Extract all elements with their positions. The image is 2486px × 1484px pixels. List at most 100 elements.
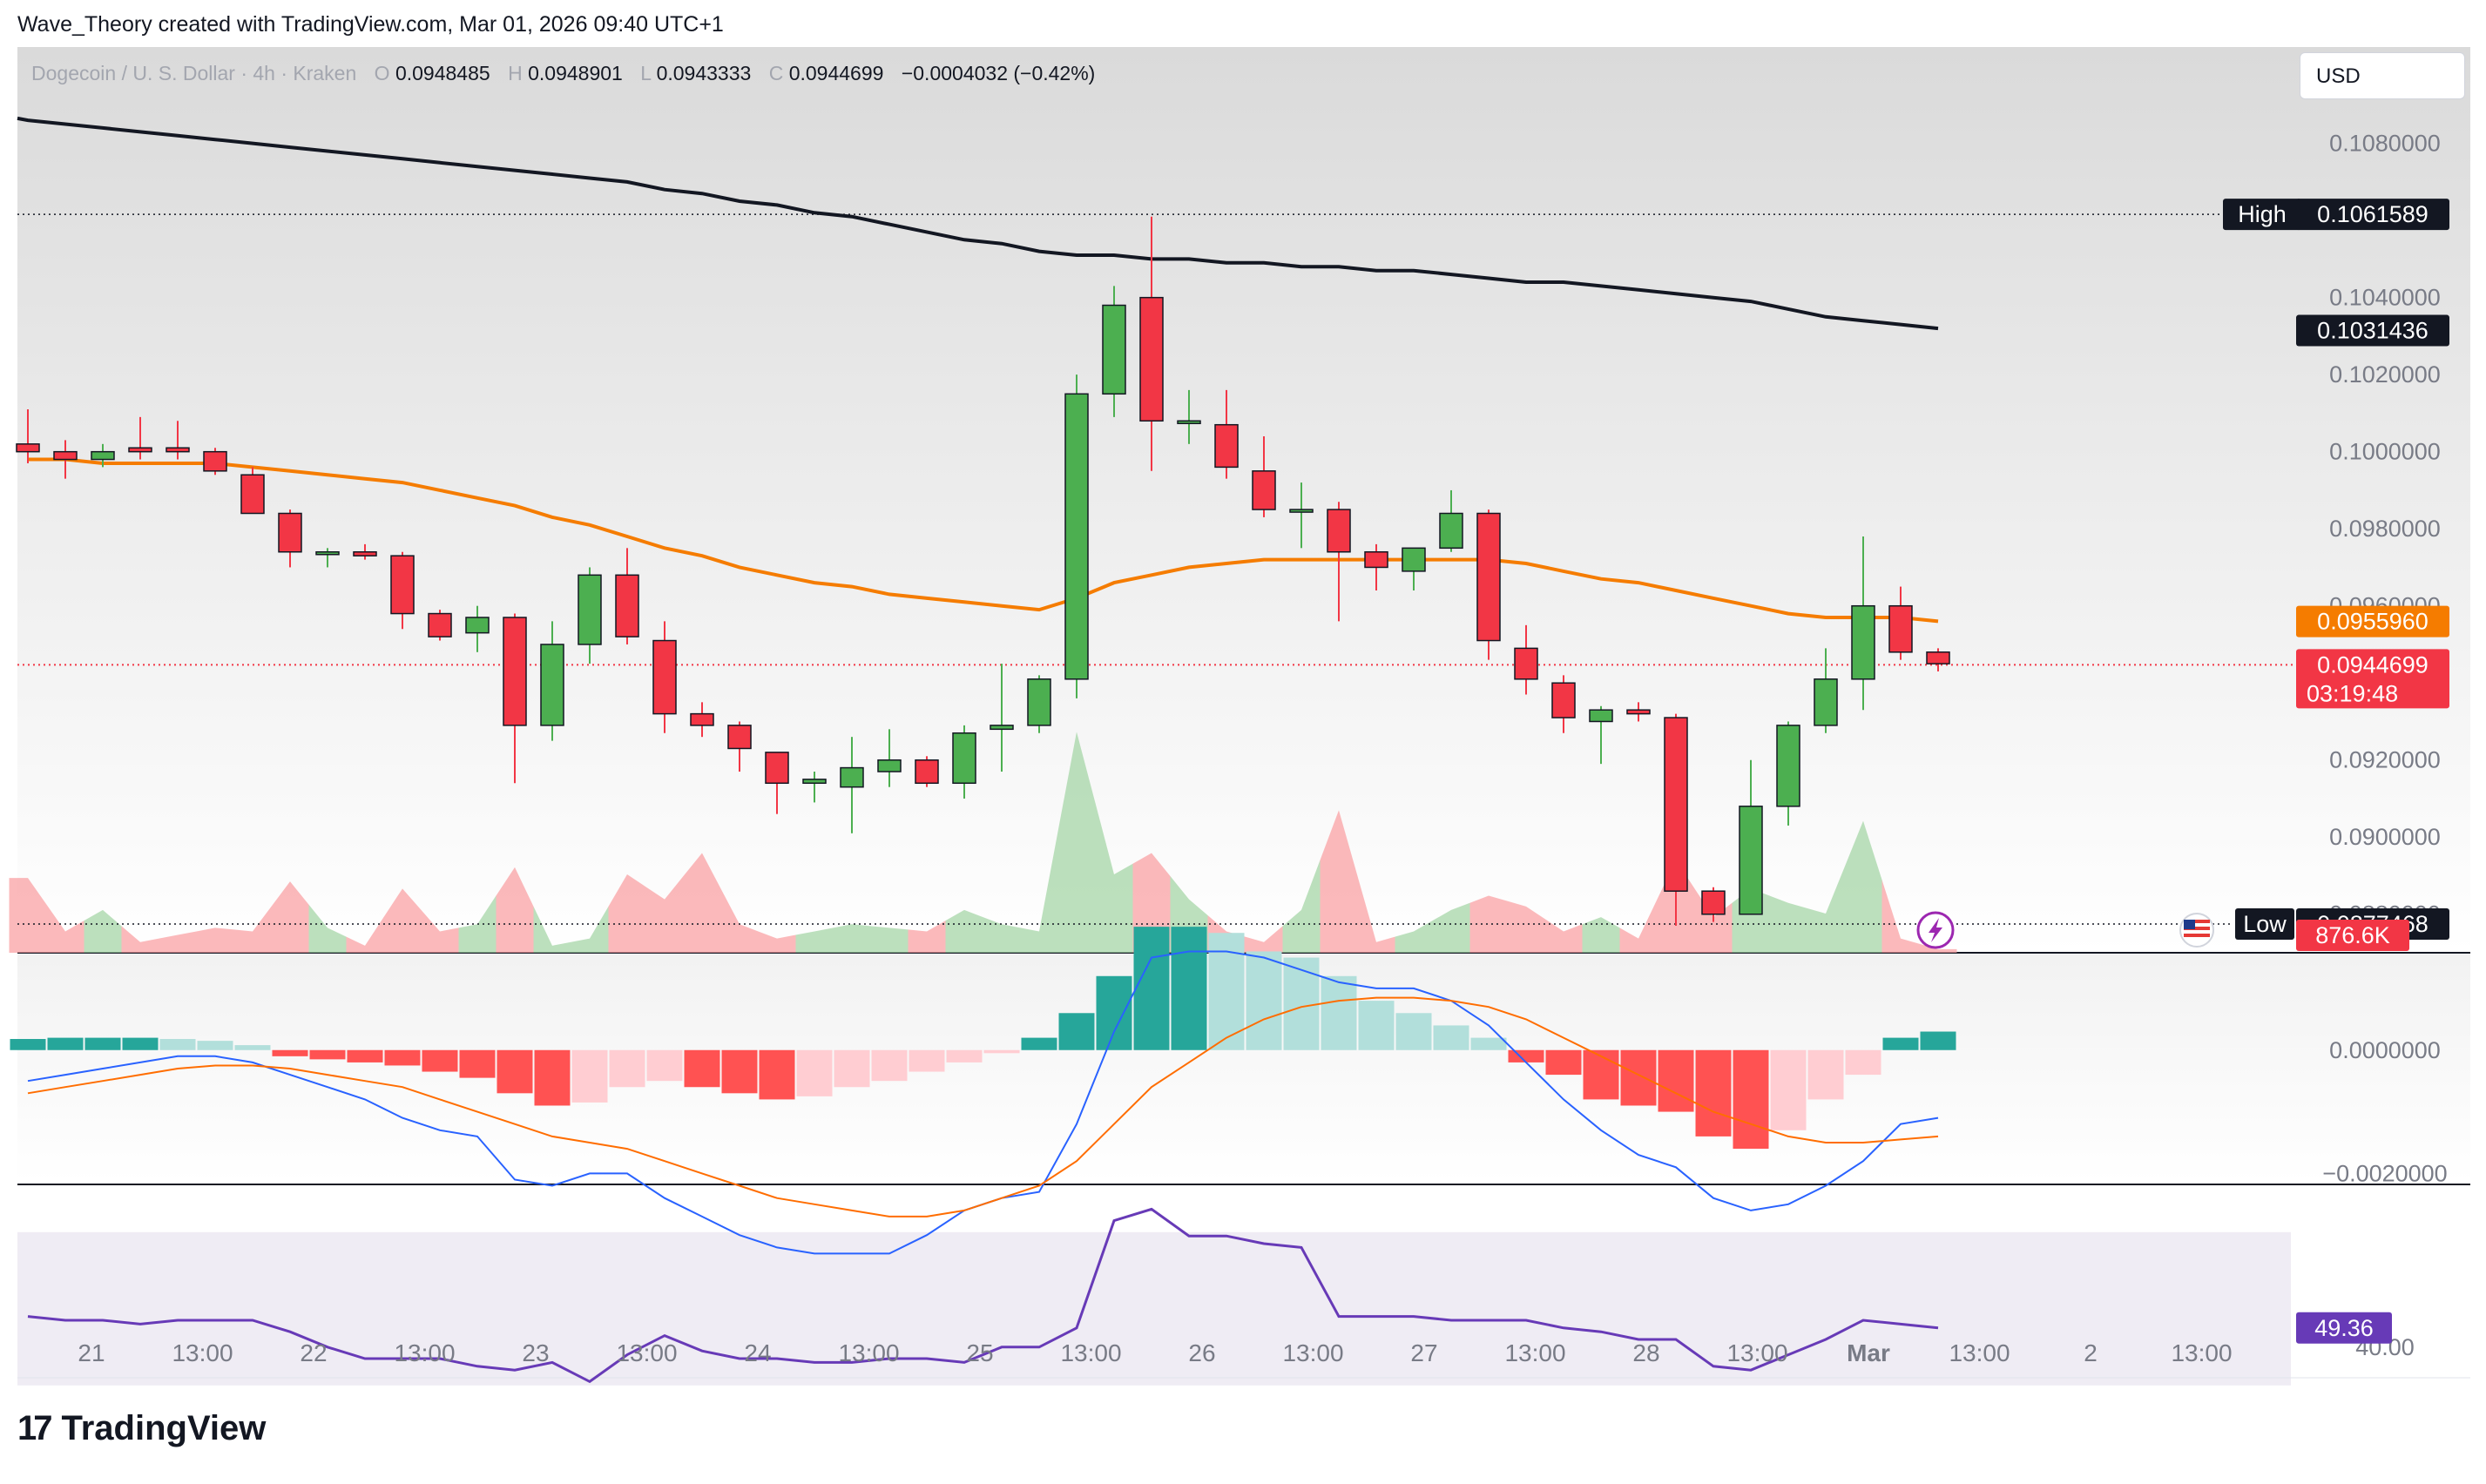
candle-body xyxy=(1476,512,1501,642)
open-value: 0.0948485 xyxy=(395,62,490,84)
volume-area-segment xyxy=(1469,895,1508,953)
macd-histogram-bar xyxy=(646,1049,683,1082)
ema-layer xyxy=(17,116,1939,624)
macd-signal-line xyxy=(27,996,1939,1218)
price-badges: High0.1061589Low0.08774680.10314360.0955… xyxy=(2223,199,2449,1344)
candle-body xyxy=(1252,470,1276,510)
volume-area-segment xyxy=(84,909,122,953)
macd-histogram-bar xyxy=(1470,1037,1507,1050)
macd-histogram-bar xyxy=(309,1049,346,1060)
svg-text:Dogecoin / U. S. Dollar · 4h ·: Dogecoin / U. S. Dollar · 4h · Kraken O … xyxy=(31,62,1095,84)
volume-area-segment xyxy=(1282,860,1321,953)
high-value-badge-bg xyxy=(2296,199,2449,231)
macd-histogram-bar xyxy=(1807,1049,1844,1100)
candle-body xyxy=(1739,806,1763,915)
volume-area-segment xyxy=(1245,926,1283,953)
candle-body xyxy=(128,447,152,453)
macd-histogram-bar xyxy=(1321,975,1357,1050)
macd-histogram-bar xyxy=(1583,1049,1619,1100)
countdown-value: 03:19:48 xyxy=(2307,680,2398,706)
candle-body xyxy=(503,617,527,726)
macd-histogram-bar xyxy=(347,1049,383,1062)
volume-area-segment xyxy=(9,878,47,953)
macd-histogram-bar xyxy=(721,1049,758,1094)
macd-histogram-bar xyxy=(534,1049,571,1106)
price-tick-label: 0.0980000 xyxy=(2329,516,2441,542)
macd-histogram-bar xyxy=(1433,1025,1469,1050)
macd-histogram-bar xyxy=(1395,1013,1432,1050)
candle-body xyxy=(990,725,1014,731)
macd-histogram-bar xyxy=(1620,1049,1657,1106)
candle-body xyxy=(1102,304,1126,395)
time-tick-label: 21 xyxy=(78,1339,105,1366)
macd-histogram-bar xyxy=(1920,1031,1956,1050)
macd-histogram-bar xyxy=(1283,957,1320,1050)
volume-area-segment xyxy=(870,926,909,953)
candle-body xyxy=(1139,296,1164,422)
time-tick-label: 13:00 xyxy=(616,1339,677,1366)
macd-layer: 0.0000000 −0.0020000 xyxy=(10,927,2448,1255)
volume-area-segment xyxy=(645,876,684,953)
chart-caption: Wave_Theory created with TradingView.com… xyxy=(17,12,724,37)
volume-badge-text: 876.6K xyxy=(2315,922,2390,948)
time-tick-label: 25 xyxy=(966,1339,993,1366)
volume-area-segment xyxy=(1432,902,1470,953)
candle-body xyxy=(1514,647,1538,680)
volume-area-segment xyxy=(1095,803,1133,953)
tradingview-logo[interactable]: 17 TradingView xyxy=(17,1409,266,1448)
volume-area-segment xyxy=(795,928,834,953)
candle-body xyxy=(877,759,902,772)
high-value: 0.0948901 xyxy=(528,62,623,84)
low-label-badge-bg xyxy=(2235,907,2294,940)
us-flag-icon xyxy=(2179,913,2214,948)
rsi-value-badge-text: 49.36 xyxy=(2314,1315,2374,1341)
macd-histogram-bar xyxy=(1770,1049,1807,1130)
candle-body xyxy=(1214,423,1239,469)
macd-histogram-bar xyxy=(1845,1049,1881,1076)
volume-badge: 876.6K xyxy=(2296,920,2409,951)
ema-short-line xyxy=(28,457,1939,624)
macd-histogram-bar xyxy=(571,1049,608,1103)
macd-histogram-bar xyxy=(1658,1049,1694,1112)
high-label-badge-bg xyxy=(2223,199,2301,231)
candle-body xyxy=(240,474,265,515)
volume-area-segment xyxy=(945,909,983,953)
lightning-icon[interactable] xyxy=(1916,911,1955,949)
volume-area-segment xyxy=(1357,876,1395,953)
volume-area-segment xyxy=(1544,919,1583,953)
time-tick-label: 13:00 xyxy=(838,1339,899,1366)
macd-histogram-bar xyxy=(796,1049,833,1096)
macd-histogram-bar xyxy=(1171,927,1207,1050)
candle-body xyxy=(203,450,227,472)
high-label: H xyxy=(508,62,523,84)
volume-area-segment xyxy=(1619,899,1658,953)
open-label: O xyxy=(375,62,390,84)
price-tick-label: 0.1000000 xyxy=(2329,439,2441,465)
candle-body xyxy=(1776,725,1800,807)
currency-button[interactable]: USD xyxy=(2300,52,2465,99)
time-tick-label: 24 xyxy=(744,1339,771,1366)
time-tick-label: 13:00 xyxy=(1060,1339,1121,1366)
volume-area-segment xyxy=(496,867,534,953)
macd-tick-label: −0.0020000 xyxy=(2322,1160,2447,1186)
candle-body xyxy=(1926,651,1950,664)
candle-layer[interactable] xyxy=(16,216,1950,927)
time-tick-label: 27 xyxy=(1410,1339,1437,1366)
macd-histogram-bar xyxy=(1133,927,1170,1050)
macd-histogram-bar xyxy=(47,1037,84,1050)
ema-long-line xyxy=(17,116,1939,331)
candle-body xyxy=(1364,550,1388,569)
low-label-badge: Low xyxy=(2235,907,2294,940)
candle-body xyxy=(465,617,490,634)
volume-area-segment xyxy=(983,917,1021,953)
tradingview-logo-text: TradingView xyxy=(61,1409,267,1447)
volume-area-segment xyxy=(571,906,609,953)
volume-area-segment xyxy=(121,926,159,953)
macd-histogram-bar xyxy=(1733,1049,1769,1150)
candle-body xyxy=(1402,547,1426,572)
macd-histogram-bar xyxy=(497,1049,533,1094)
volume-area-segment xyxy=(1057,732,1096,953)
candle-body xyxy=(840,766,864,788)
macd-histogram-bar xyxy=(422,1049,458,1072)
